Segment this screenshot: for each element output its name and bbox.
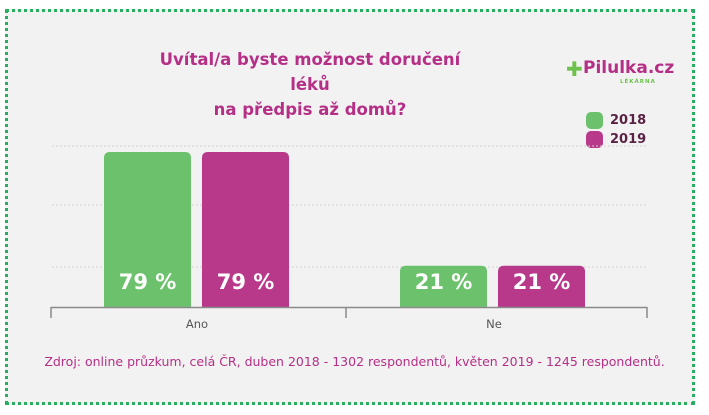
bar-ano-2019 bbox=[202, 152, 289, 307]
data-label-ne-2018: 21 % bbox=[415, 270, 473, 294]
chart-title: Uvítal/a byste možnost doručení léků na … bbox=[150, 47, 470, 122]
source-note: Zdroj: online průzkum, celá ČR, duben 20… bbox=[44, 354, 665, 369]
data-label-ne-2019: 21 % bbox=[513, 270, 571, 294]
bar-ne-2018 bbox=[400, 265, 487, 307]
pilulka-logo: ✚ Pilulka.cz LÉKÁRNA bbox=[566, 57, 686, 97]
x-tick-label-ano: Ano bbox=[186, 317, 208, 331]
plus-icon: ✚ bbox=[566, 57, 583, 81]
logo-subtitle: LÉKÁRNA bbox=[620, 79, 656, 85]
bar-ne-2019 bbox=[498, 265, 585, 307]
data-label-ano-2019: 79 % bbox=[217, 270, 275, 294]
title-line-2: na předpis až domů? bbox=[213, 100, 407, 119]
legend-swatch-2019 bbox=[586, 131, 603, 148]
title-line-1: Uvítal/a byste možnost doručení léků bbox=[159, 50, 461, 94]
bar-ano-2018 bbox=[104, 152, 191, 307]
legend-swatch-2018 bbox=[586, 112, 603, 129]
x-tick-label-ne: Ne bbox=[486, 317, 502, 331]
legend-label-2018: 2018 bbox=[610, 113, 647, 128]
logo-name: Pilulka.cz bbox=[583, 58, 675, 78]
data-label-ano-2018: 79 % bbox=[119, 270, 177, 294]
legend-label-2019: 2019 bbox=[610, 132, 647, 147]
